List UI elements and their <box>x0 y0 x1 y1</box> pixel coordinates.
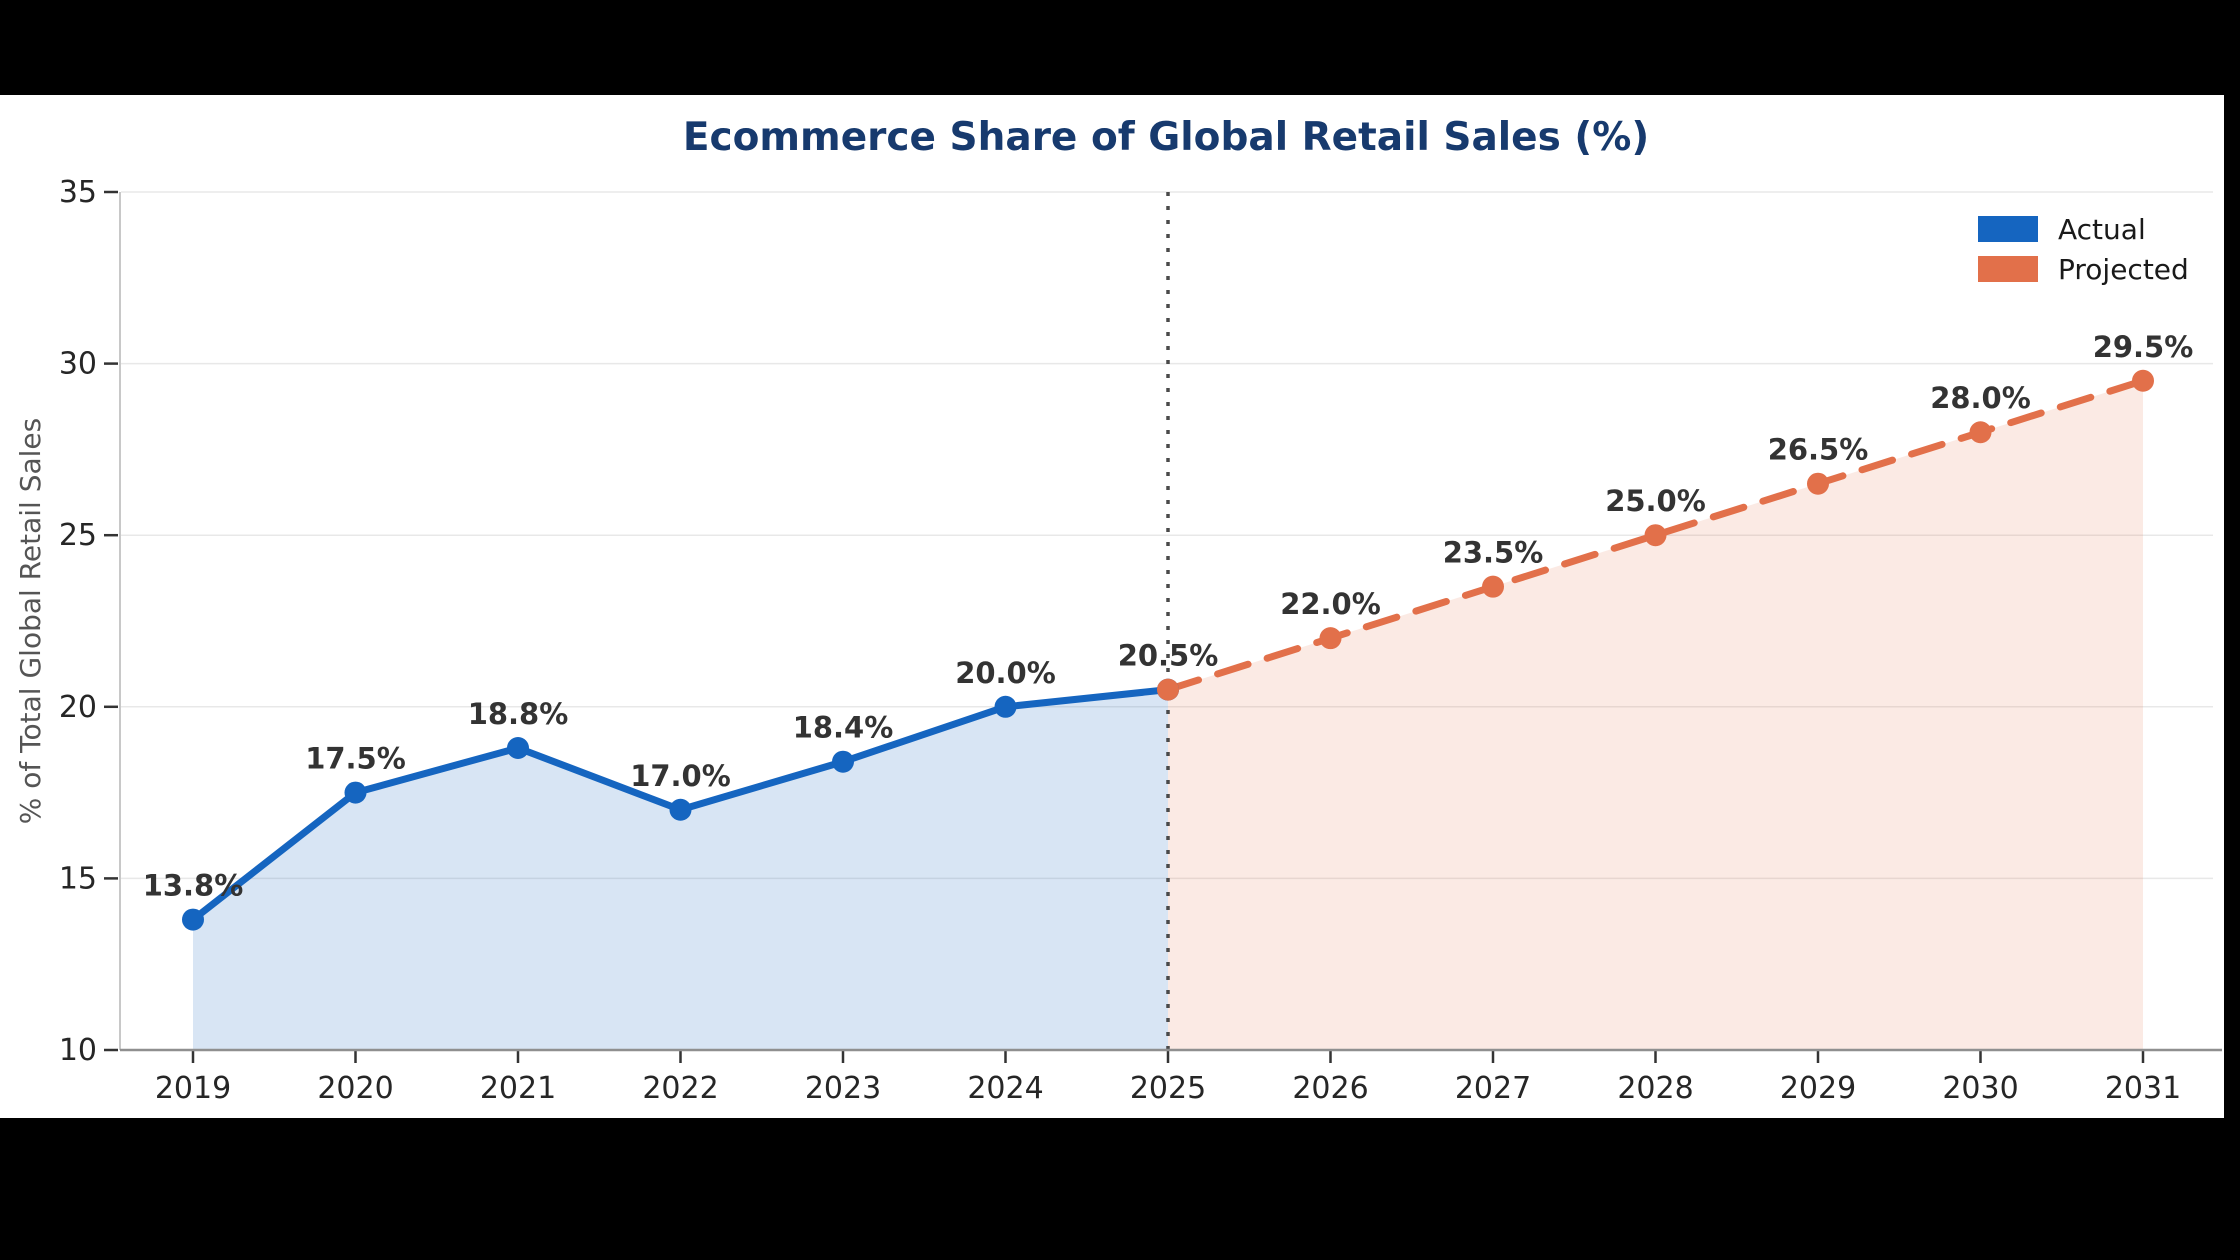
y-axis-title: % of Total Global Retail Sales <box>14 418 47 824</box>
x-tick-label: 2023 <box>805 1071 881 1106</box>
x-tick-label: 2024 <box>967 1071 1043 1106</box>
x-tick-label: 2019 <box>155 1071 231 1106</box>
actual-data-point-marker <box>832 750 854 773</box>
x-tick-label: 2029 <box>1780 1071 1856 1106</box>
actual-data-point-label: 18.8% <box>468 697 569 731</box>
projected-data-point-label: 26.5% <box>1768 433 1869 467</box>
legend: Actual Projected <box>1978 213 2189 286</box>
x-tick-label: 2025 <box>1130 1071 1206 1106</box>
actual-data-point-label: 20.0% <box>955 656 1056 690</box>
actual-data-point-marker <box>669 798 692 821</box>
y-tick-label: 15 <box>59 861 97 896</box>
actual-data-point-label: 20.5% <box>1118 639 1219 673</box>
actual-data-point-label: 13.8% <box>143 869 244 903</box>
actual-data-point-label: 17.0% <box>630 759 731 793</box>
y-tick-label: 10 <box>59 1033 97 1068</box>
projected-data-point-label: 25.0% <box>1605 484 1706 518</box>
x-tick-label: 2028 <box>1617 1071 1693 1106</box>
projected-data-point-marker <box>1969 421 1992 444</box>
projected-data-point-marker <box>1157 678 1179 701</box>
actual-area-fill <box>193 689 1168 1050</box>
chart-canvas <box>0 95 2224 1118</box>
legend-swatch-projected <box>1978 256 2038 282</box>
projected-data-point-label: 29.5% <box>2093 330 2194 364</box>
projected-data-point-marker <box>1482 575 1504 598</box>
projected-data-point-marker <box>1644 524 1667 547</box>
actual-data-point-marker <box>994 695 1017 718</box>
projected-data-point-label: 23.5% <box>1443 536 1544 570</box>
actual-data-point-marker <box>507 736 529 759</box>
y-tick-label: 35 <box>59 175 97 210</box>
projected-data-point-label: 28.0% <box>1930 381 2031 415</box>
actual-data-point-label: 17.5% <box>305 742 406 776</box>
projected-data-point-marker <box>2132 369 2154 392</box>
x-tick-label: 2030 <box>1942 1071 2018 1106</box>
legend-label-projected: Projected <box>2058 253 2189 286</box>
x-tick-label: 2021 <box>480 1071 556 1106</box>
x-tick-label: 2026 <box>1292 1071 1368 1106</box>
x-tick-label: 2031 <box>2105 1071 2181 1106</box>
x-tick-label: 2022 <box>642 1071 718 1106</box>
actual-data-point-marker <box>182 908 204 931</box>
projected-data-point-marker <box>1319 627 1342 650</box>
projected-data-point-marker <box>1807 472 1829 495</box>
y-tick-label: 25 <box>59 518 97 553</box>
chart-title: Ecommerce Share of Global Retail Sales (… <box>683 115 1649 160</box>
projected-data-point-label: 22.0% <box>1280 587 1381 621</box>
legend-swatch-actual <box>1978 216 2038 242</box>
x-tick-label: 2027 <box>1455 1071 1531 1106</box>
y-tick-label: 20 <box>59 690 97 725</box>
actual-data-point-label: 18.4% <box>793 711 894 745</box>
x-tick-label: 2020 <box>317 1071 393 1106</box>
legend-label-actual: Actual <box>2058 213 2146 246</box>
actual-data-point-marker <box>344 781 367 804</box>
y-tick-label: 30 <box>59 347 97 382</box>
projected-area-fill <box>1168 380 2143 1050</box>
